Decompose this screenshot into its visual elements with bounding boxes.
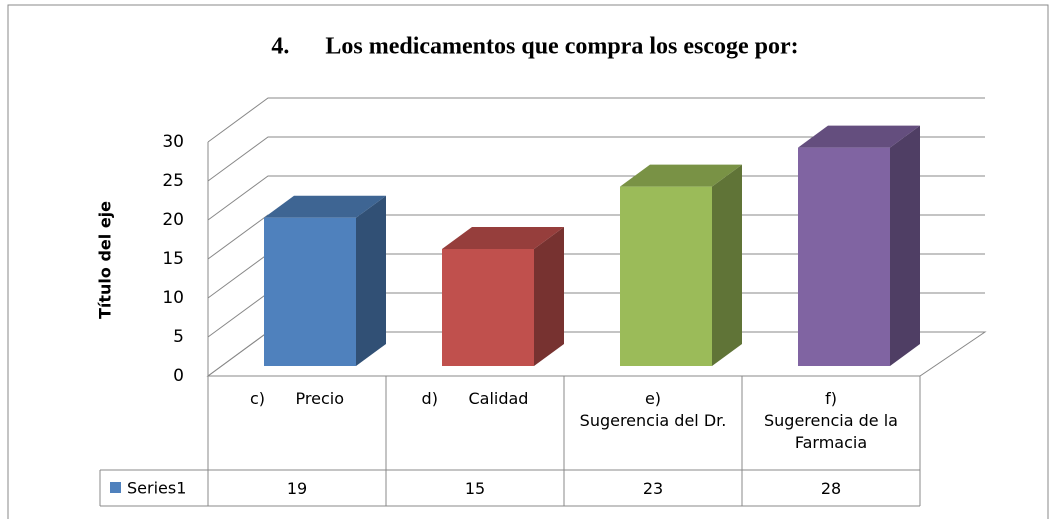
y-tick-label: 15 [162, 249, 184, 269]
bar [442, 227, 564, 366]
bar-face [798, 125, 920, 148]
bar-face [264, 195, 386, 218]
x-tick-label: e) Sugerencia del Dr. [579, 389, 727, 430]
y-tick-label: 0 [173, 366, 184, 386]
y-tick-label: 20 [162, 210, 184, 230]
y-tick-label: 30 [162, 132, 184, 152]
grid-line [207, 97, 985, 143]
x-tick-label: f) Sugerencia de la Farmacia [764, 389, 898, 452]
legend-label: Series1 [127, 479, 186, 498]
x-tick-label: d) Calidad [421, 389, 529, 408]
y-tick-label: 10 [162, 288, 184, 308]
bar-face [890, 125, 920, 366]
data-table-value: 15 [464, 479, 486, 498]
legend-swatch [110, 482, 121, 493]
bar [798, 125, 920, 366]
data-table-value: 28 [820, 479, 842, 498]
data-table-value: 23 [642, 479, 664, 498]
bar-face [620, 164, 742, 187]
grid-line [207, 175, 985, 221]
x-tick-label: c) Precio [249, 389, 345, 408]
bar [264, 195, 386, 366]
bar [620, 164, 742, 366]
bar-face [712, 164, 742, 366]
y-axis-label: Título del eje [96, 201, 115, 319]
y-tick-label: 5 [173, 327, 184, 347]
bar-face [620, 186, 712, 366]
bar-face [264, 217, 356, 366]
bar-face [442, 227, 564, 249]
y-tick-label: 25 [162, 171, 184, 191]
chart-border [7, 4, 1049, 519]
bar-face [442, 249, 534, 366]
bar-face [534, 227, 564, 366]
grid-line [207, 136, 985, 182]
bar-face [356, 195, 386, 366]
chart-title: 4. Los medicamentos que compra los escog… [271, 34, 798, 60]
data-table-value: 19 [286, 479, 308, 498]
bar-face [798, 147, 890, 366]
